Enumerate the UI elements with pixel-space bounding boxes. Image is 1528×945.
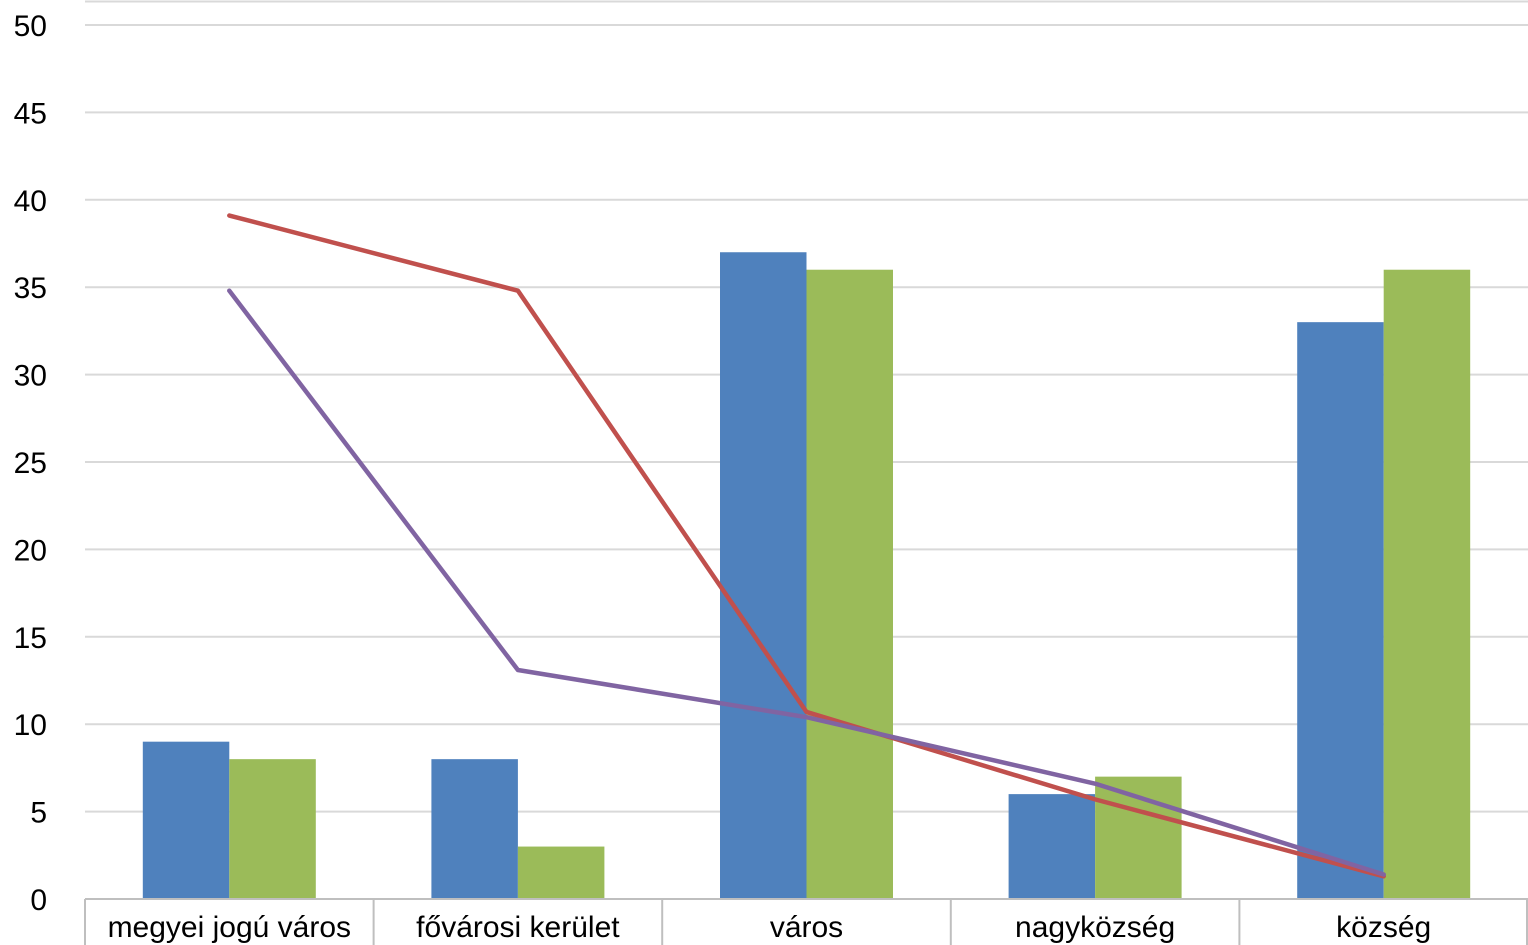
x-category-label: fővárosi kerület	[416, 911, 620, 944]
bar-series-1	[142, 741, 230, 899]
y-tick-label: 15	[14, 622, 47, 655]
y-tick-label: 40	[14, 185, 47, 218]
y-tick-label: 5	[30, 797, 47, 830]
x-category-label: nagyközség	[1015, 911, 1175, 944]
bar-series-1	[431, 759, 518, 899]
x-category-label: megyei jogú város	[108, 911, 351, 944]
x-axis: megyei jogú város fővárosi kerület város na…	[84, 898, 1528, 945]
bar-series-1	[720, 252, 807, 900]
y-tick-label: 35	[14, 272, 47, 305]
x-category-label: község	[1336, 911, 1431, 944]
y-tick-label: 30	[14, 360, 47, 393]
bar-series-2	[517, 846, 605, 899]
y-tick-label: 20	[14, 534, 47, 567]
bar-series-2	[1383, 269, 1471, 900]
y-tick-label: 25	[14, 447, 47, 480]
y-tick-label: 50	[14, 10, 47, 43]
bar-series-2	[229, 759, 316, 899]
y-tick-label: 0	[30, 884, 47, 917]
y-tick-label: 45	[14, 97, 47, 130]
x-category-label: város	[770, 911, 843, 944]
bars	[142, 252, 1471, 900]
lines	[227, 213, 1386, 879]
y-tick-label: 10	[14, 709, 47, 742]
line-series-2	[227, 288, 1386, 877]
bar-series-1	[1297, 322, 1384, 899]
y-axis-tick-labels: 0 5 10 15 20 25 30 35 40 45 50	[14, 10, 47, 917]
line-series-1	[227, 213, 1386, 879]
bar-series-1	[1008, 794, 1096, 899]
bar-series-2	[806, 269, 893, 900]
